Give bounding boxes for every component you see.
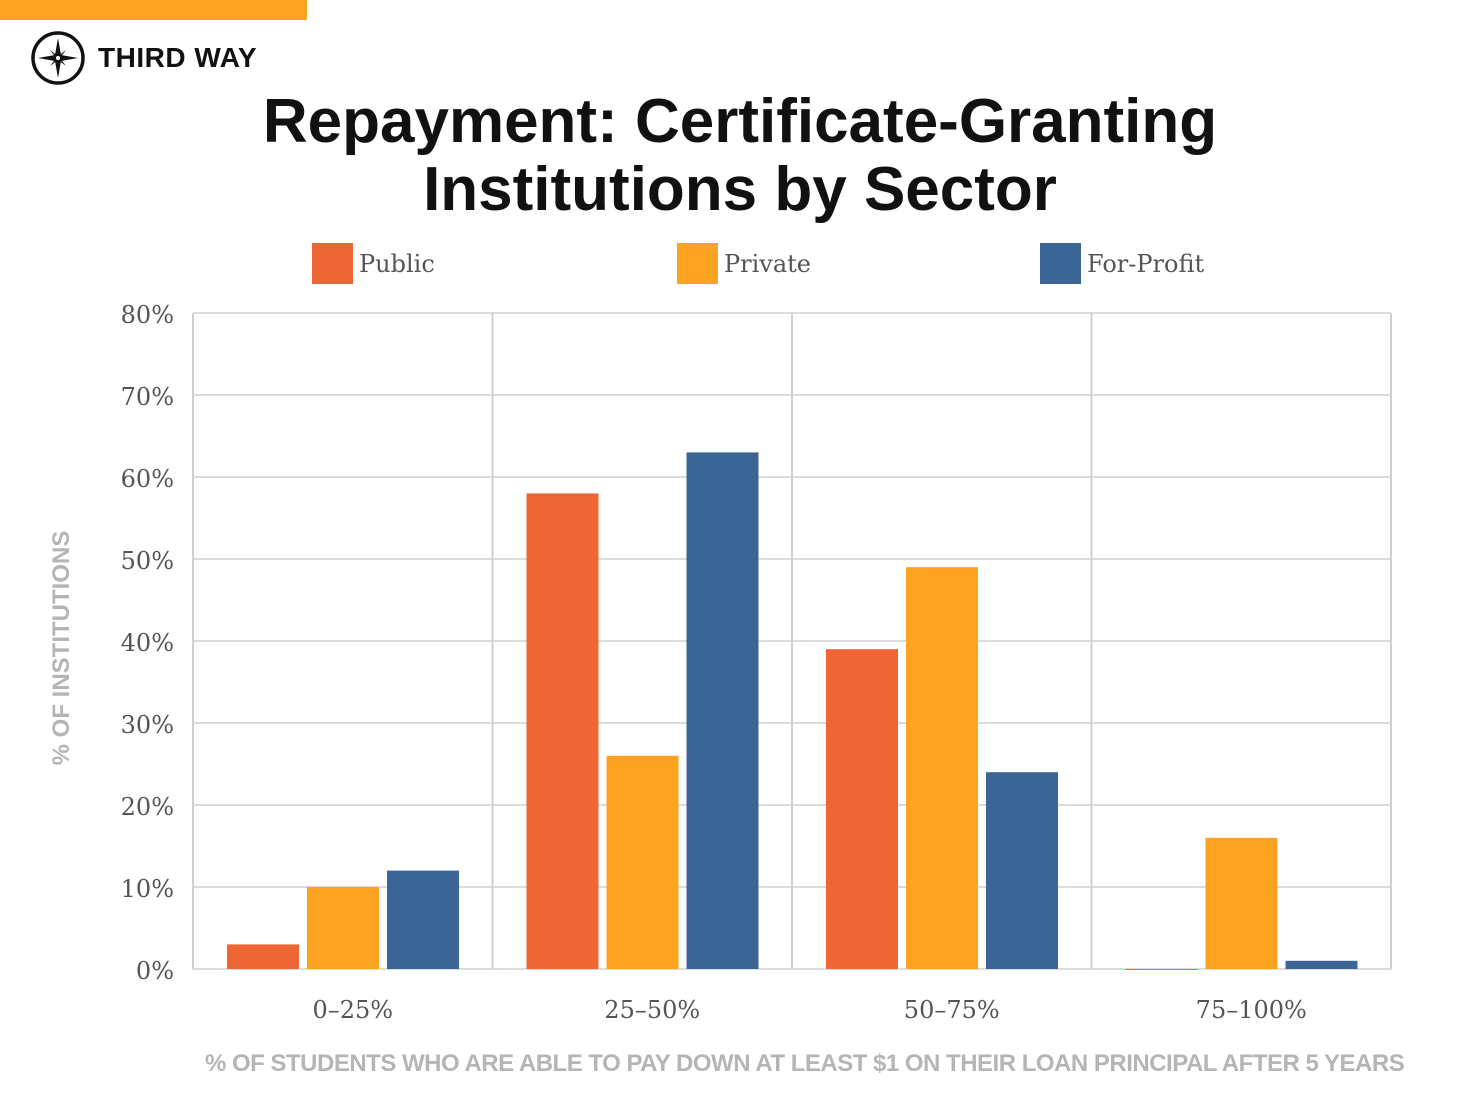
- chart-title: Repayment: Certificate-Granting Institut…: [0, 88, 1480, 224]
- bar-private-2: [906, 567, 978, 969]
- y-tick-label: 30%: [121, 711, 174, 739]
- y-tick-label: 70%: [121, 383, 174, 411]
- bar-for-profit-2: [986, 772, 1058, 969]
- legend-swatch: [677, 243, 718, 284]
- bar-for-profit-3: [1285, 960, 1358, 969]
- bar-public-0: [227, 944, 299, 969]
- legend: Public Private For-Profit: [0, 243, 1480, 285]
- x-tick-label: 50–75%: [904, 996, 1000, 1024]
- bar-private-3: [1205, 837, 1278, 969]
- y-tick-label: 20%: [121, 793, 174, 821]
- bar-public-1: [526, 493, 599, 969]
- logo: THIRD WAY: [30, 30, 257, 86]
- legend-swatch: [1040, 243, 1081, 284]
- legend-label: For-Profit: [1087, 249, 1205, 278]
- y-axis-label: % OF INSTITUTIONS: [48, 530, 75, 766]
- legend-swatch: [312, 243, 353, 284]
- title-line-2: Institutions by Sector: [423, 155, 1057, 224]
- x-axis-label: % OF STUDENTS WHO ARE ABLE TO PAY DOWN A…: [205, 1050, 1405, 1077]
- bar-public-3: [1125, 969, 1198, 970]
- bar-public-2: [826, 649, 898, 969]
- y-tick-label: 10%: [121, 875, 174, 903]
- y-tick-label: 50%: [121, 547, 174, 575]
- x-tick-label: 0–25%: [312, 996, 393, 1024]
- accent-bar: [0, 0, 307, 20]
- bar-for-profit-0: [387, 870, 459, 969]
- legend-item-private: Private: [677, 243, 811, 284]
- legend-item-for-profit: For-Profit: [1040, 243, 1204, 284]
- compass-icon: [31, 31, 85, 85]
- y-tick-label: 60%: [121, 465, 174, 493]
- bar-for-profit-1: [686, 452, 759, 969]
- y-tick-label: 0%: [136, 957, 174, 985]
- bar-private-1: [606, 755, 679, 969]
- x-tick-label: 75–100%: [1196, 996, 1307, 1024]
- y-tick-label: 80%: [121, 301, 174, 329]
- x-tick-label: 25–50%: [604, 996, 700, 1024]
- legend-label: Public: [359, 249, 435, 278]
- bar-private-0: [307, 887, 379, 969]
- legend-label: Private: [724, 249, 812, 278]
- y-tick-label: 40%: [121, 629, 174, 657]
- legend-item-public: Public: [312, 243, 435, 284]
- brand-name: THIRD WAY: [98, 42, 258, 73]
- title-line-1: Repayment: Certificate-Granting: [262, 87, 1218, 156]
